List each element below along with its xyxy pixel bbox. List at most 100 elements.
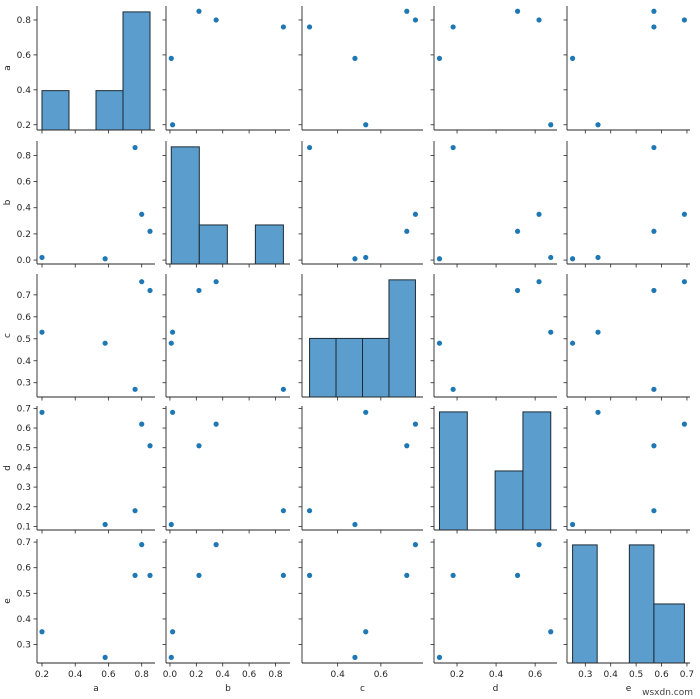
x-tick-label-c-1: 0.6: [374, 670, 389, 680]
scatter-point-a-c-1: [352, 55, 358, 61]
scatter-point-b-d-3: [536, 211, 542, 217]
scatter-point-d-e-3: [681, 421, 688, 427]
scatter-point-b-a-4: [147, 228, 153, 234]
y-tick-label-a-3: 0.8: [17, 16, 32, 26]
scatter-point-d-b-0: [169, 409, 176, 415]
x-tick-label-d-0: 0.2: [450, 670, 464, 680]
scatter-point-e-b-4: [196, 572, 202, 578]
y-tick-label-d-1: 0.2: [17, 503, 31, 513]
scatter-point-b-a-1: [102, 256, 108, 262]
scatter-point-a-b-1: [168, 55, 174, 61]
scatter-point-a-e-4: [651, 8, 657, 14]
scatter-point-b-c-4: [404, 228, 410, 234]
y-tick-label-c-1: 0.4: [17, 357, 32, 367]
y-tick-label-b-2: 0.4: [17, 204, 32, 214]
scatter-point-e-a-3: [139, 542, 145, 548]
scatter-point-d-e-4: [651, 443, 657, 449]
x-tick-label-e-0: 0.3: [578, 670, 592, 680]
scatter-point-d-a-2: [132, 508, 138, 514]
hist-bar-e-0: [572, 544, 598, 664]
x-axis-label-e: e: [626, 684, 632, 694]
scatter-point-e-a-2: [132, 572, 138, 578]
y-tick-label-e-4: 0.7: [17, 538, 31, 548]
x-tick-label-a-0: 0.2: [35, 670, 49, 680]
scatter-point-d-a-3: [139, 421, 145, 427]
scatter-point-e-d-0: [548, 629, 554, 635]
y-tick-label-a-2: 0.6: [17, 51, 32, 61]
scatter-point-b-a-3: [139, 211, 145, 217]
scatter-point-d-a-4: [147, 443, 153, 449]
scatter-point-d-b-4: [196, 443, 202, 449]
panel-e-vs-a: 0.3 0.4 0.5 0.6 0.7 0.2 0.4 0.6 0.8: [17, 538, 155, 680]
hist-bar-c-2: [362, 337, 390, 398]
scatter-point-c-b-4: [196, 287, 202, 294]
hist-bar-e-2: [628, 544, 655, 664]
hist-bar-e-3: [653, 603, 685, 664]
panel-b-vs-c: [298, 141, 423, 268]
y-tick-label-c-3: 0.6: [17, 313, 32, 323]
scatter-point-c-a-4: [147, 287, 153, 294]
y-axis-label-a: a: [3, 65, 13, 71]
scatter-point-c-d-3: [536, 279, 542, 285]
scatter-point-b-d-4: [514, 228, 521, 234]
scatter-point-b-c-3: [412, 211, 419, 217]
scatter-point-c-a-1: [102, 340, 108, 346]
y-axis-label-c: c: [3, 333, 13, 338]
scatter-point-d-a-1: [102, 521, 108, 528]
scatter-point-d-e-0: [595, 409, 601, 415]
y-axis-label-b: b: [3, 199, 13, 205]
scatter-point-c-d-0: [548, 329, 554, 335]
scatter-point-c-d-1: [436, 340, 443, 346]
x-axis-label-d: d: [493, 684, 499, 694]
scatter-point-b-e-0: [595, 254, 601, 261]
y-tick-label-a-0: 0.2: [17, 121, 31, 131]
scatter-point-b-e-4: [651, 228, 657, 234]
x-axis-label-c: c: [360, 684, 365, 694]
scatter-point-a-b-2: [280, 24, 287, 30]
scatter-point-a-b-4: [196, 8, 202, 14]
panel-a-vs-b: [162, 6, 290, 134]
scatter-point-d-b-3: [213, 421, 219, 427]
y-tick-label-a-1: 0.4: [17, 86, 32, 96]
scatter-point-e-b-0: [169, 629, 176, 635]
x-tick-label-e-1: 0.4: [604, 670, 619, 680]
y-tick-label-c-0: 0.3: [17, 379, 31, 389]
scatter-point-c-d-2: [450, 386, 456, 392]
panel-e-vs-d: 0.2 0.4 0.6: [430, 539, 557, 680]
scatter-point-a-d-1: [436, 55, 443, 61]
scatter-point-e-a-4: [147, 572, 153, 578]
panel-b-vs-d: [430, 141, 557, 268]
hist-bar-c-0: [309, 337, 337, 398]
hist-bar-c-1: [335, 337, 363, 398]
scatter-point-a-d-4: [514, 8, 521, 14]
scatter-point-a-e-1: [569, 55, 576, 61]
scatter-point-d-e-2: [651, 508, 657, 514]
scatter-point-e-b-2: [280, 572, 287, 578]
scatter-point-c-b-0: [169, 329, 176, 335]
scatter-point-c-d-4: [514, 287, 521, 294]
x-tick-label-c-0: 0.4: [330, 670, 345, 680]
scatter-point-e-c-2: [306, 572, 313, 578]
scatter-point-c-e-2: [651, 386, 657, 392]
pairplot-panels: 0.20.40.60.80.00.20.40.60.80.30.40.50.60…: [3, 6, 694, 694]
panel-a-vs-a: 0.2 0.4 0.6 0.8: [17, 6, 155, 134]
panel-c-vs-e: [563, 274, 690, 401]
scatter-point-d-e-1: [569, 521, 576, 528]
y-tick-label-c-4: 0.7: [17, 291, 31, 301]
scatter-point-b-a-2: [132, 144, 138, 151]
scatter-point-a-c-2: [306, 24, 313, 30]
scatter-point-c-b-1: [168, 340, 174, 346]
x-tick-label-b-1: 0.2: [189, 670, 203, 680]
hist-bar-b-1: [198, 224, 228, 265]
y-tick-label-b-3: 0.6: [17, 178, 32, 188]
scatter-point-c-e-0: [595, 329, 601, 335]
y-tick-label-b-0: 0.0: [17, 256, 32, 266]
scatter-point-a-e-0: [595, 122, 601, 128]
x-tick-label-e-4: 0.7: [680, 670, 694, 680]
scatter-point-e-b-3: [213, 542, 219, 548]
scatter-point-e-c-3: [412, 542, 419, 548]
panel-a-vs-d: [430, 6, 557, 134]
scatter-point-a-c-0: [363, 122, 369, 128]
panel-e-vs-e: 0.3 0.4 0.5 0.6 0.7: [563, 539, 694, 680]
scatter-point-d-c-2: [306, 508, 313, 514]
